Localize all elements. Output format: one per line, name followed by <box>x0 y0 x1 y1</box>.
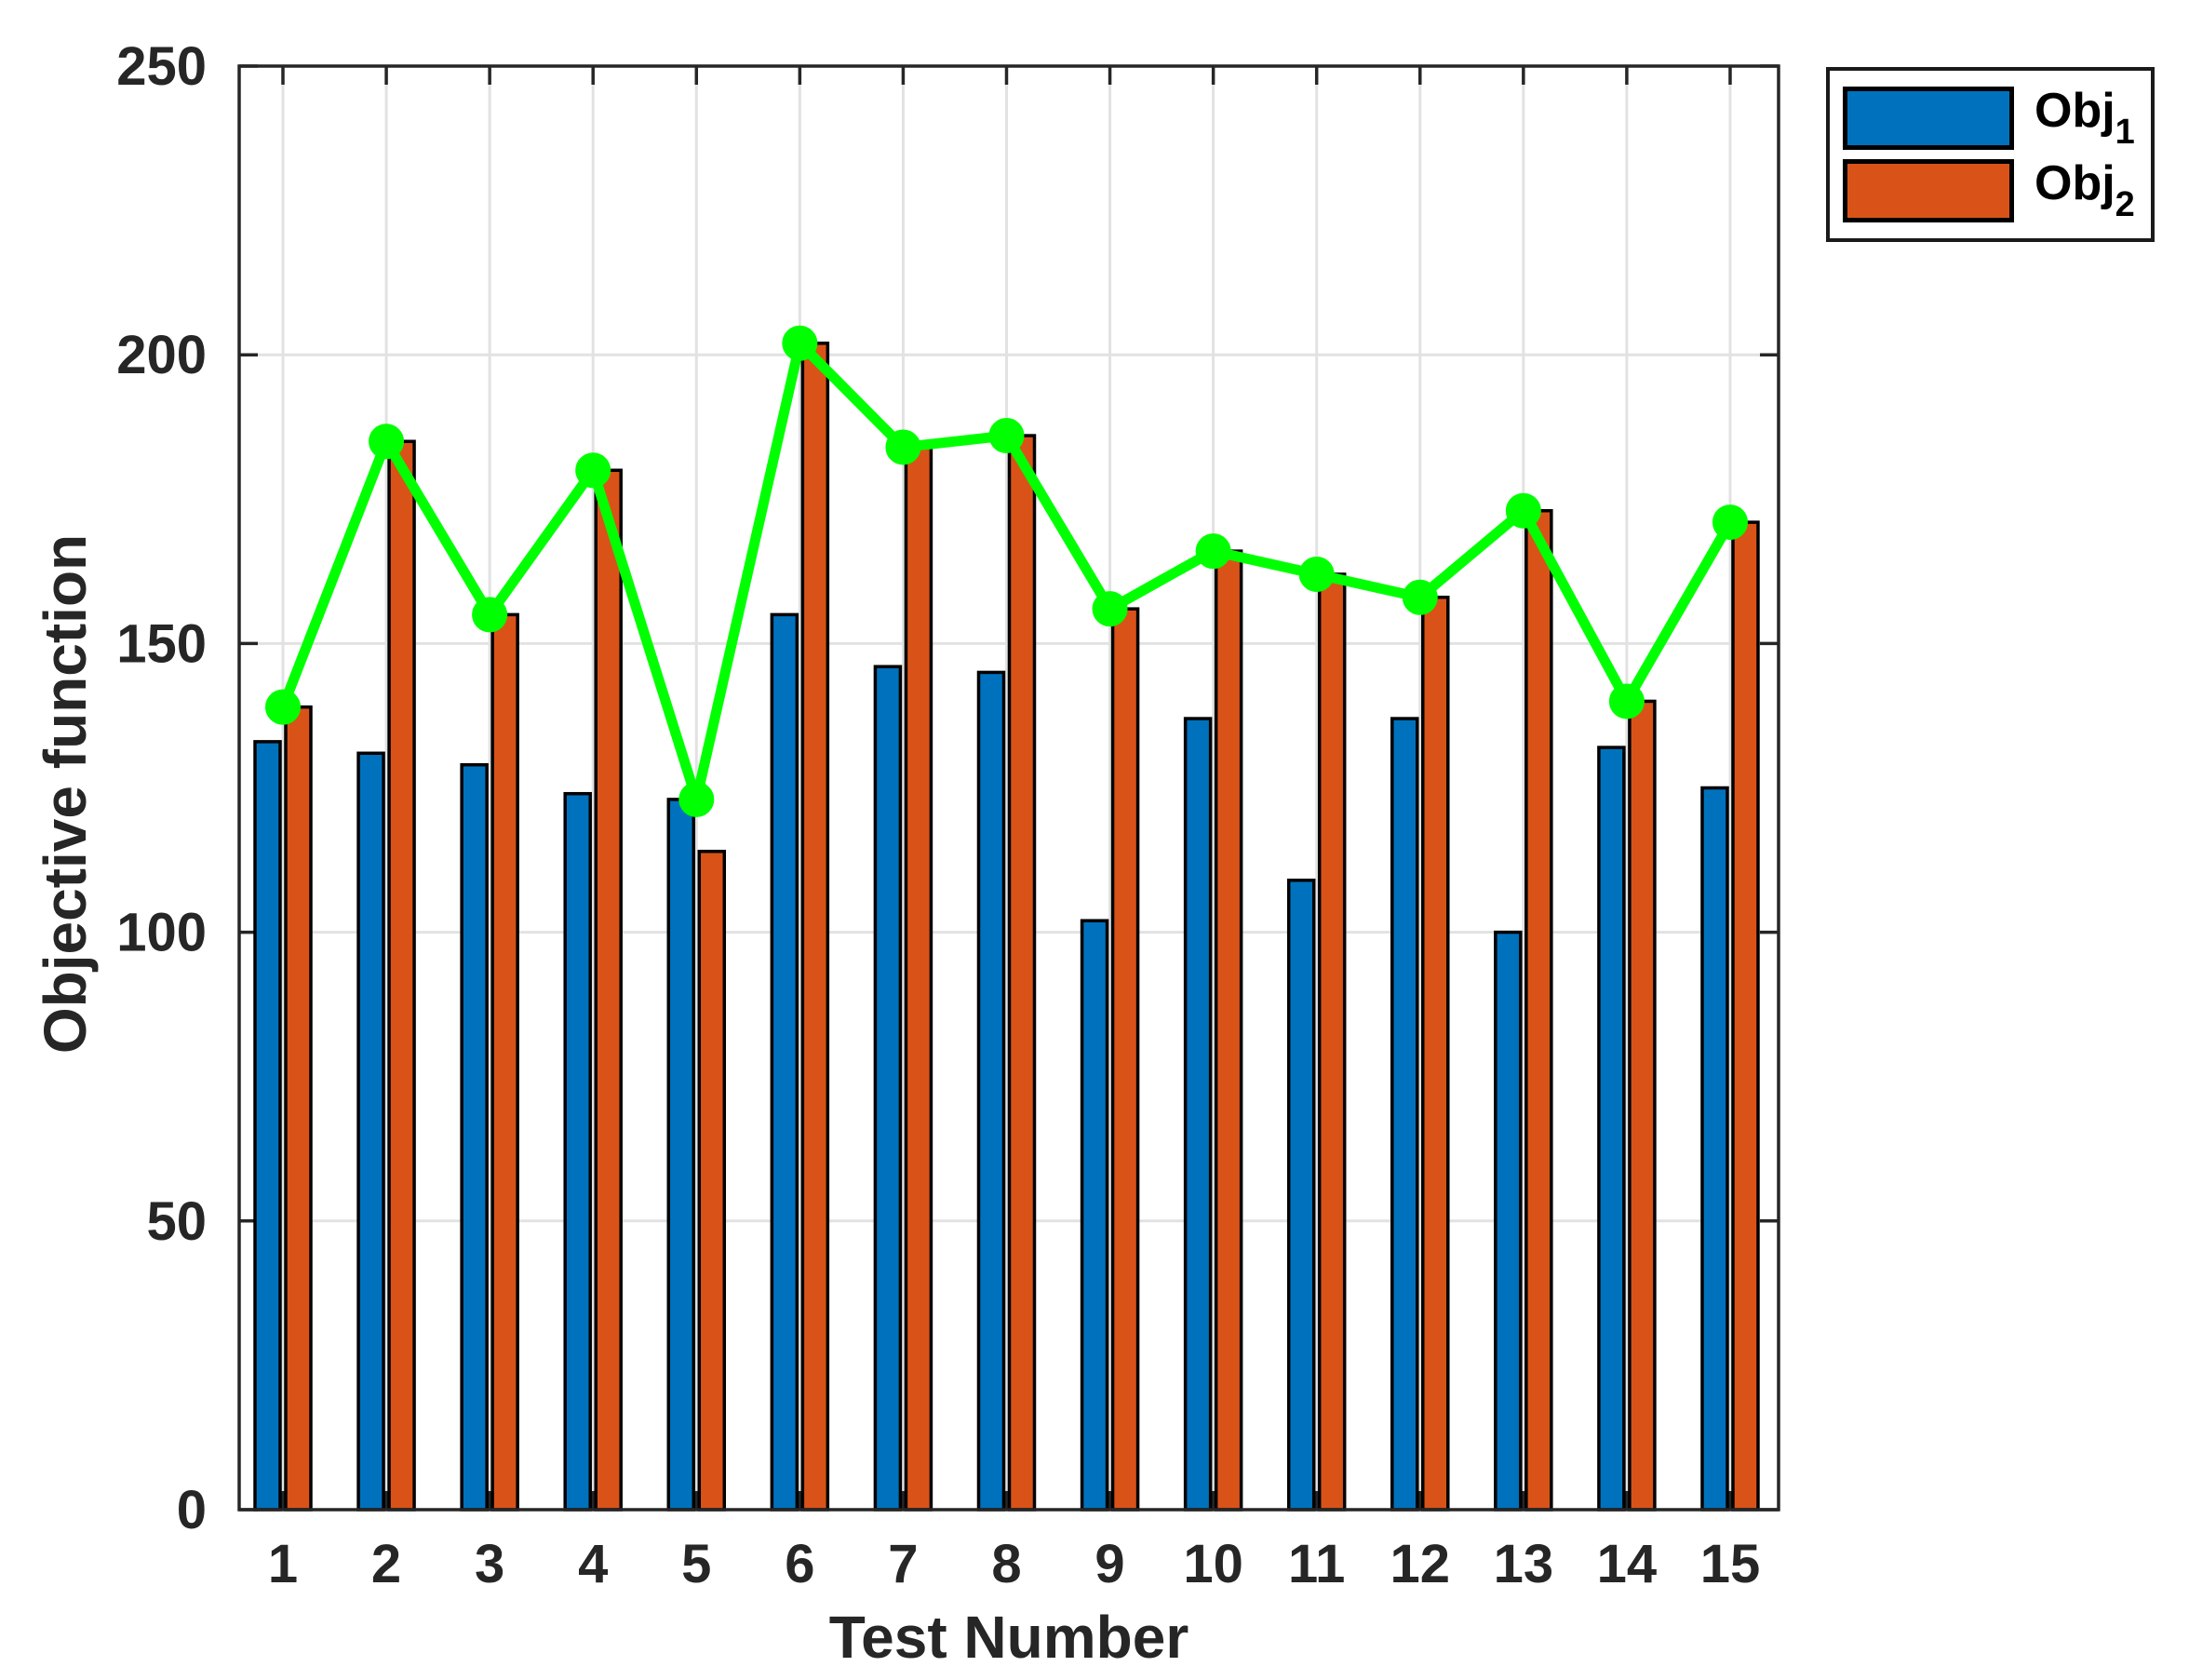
bar-obj_2-test-10 <box>1214 549 1243 1512</box>
line-marker-test-4 <box>575 452 611 489</box>
bar-obj_2-test-13 <box>1524 508 1553 1512</box>
line-marker-test-5 <box>678 781 715 817</box>
bar-obj_2-test-14 <box>1628 699 1657 1512</box>
y-axis-title: Objective function <box>32 533 99 1055</box>
x-tick-label: 6 <box>785 1534 814 1594</box>
y-tick-label: 50 <box>146 1191 207 1252</box>
x-tick-label: 4 <box>578 1534 608 1594</box>
bar-obj_1-test-13 <box>1494 930 1523 1512</box>
y-tick-label: 200 <box>116 325 207 385</box>
bar-obj_2-test-9 <box>1110 607 1140 1512</box>
legend-label-obj_2: Obj2 <box>2035 156 2135 225</box>
axes-box <box>237 64 1780 1512</box>
bar-obj_2-test-11 <box>1317 572 1347 1512</box>
bar-obj_2-test-1 <box>284 705 313 1512</box>
x-tick-label: 7 <box>888 1534 918 1594</box>
bar-obj_2-test-6 <box>800 342 830 1512</box>
bar-obj_1-test-11 <box>1286 879 1316 1512</box>
x-tick-label: 11 <box>1288 1534 1345 1594</box>
bar-obj_2-test-5 <box>697 849 727 1512</box>
x-tick-label: 5 <box>681 1534 711 1594</box>
legend-label-obj_1: Obj1 <box>2035 83 2135 152</box>
bar-obj_1-test-15 <box>1700 786 1729 1512</box>
legend-swatch-obj_1 <box>1843 86 2014 150</box>
line-marker-test-8 <box>988 418 1025 454</box>
x-tick-label: 2 <box>371 1534 401 1594</box>
line-marker-test-1 <box>265 689 301 725</box>
x-tick-label: 1 <box>268 1534 298 1594</box>
x-tick-label: 14 <box>1597 1534 1658 1594</box>
bar-obj_2-test-2 <box>387 439 416 1512</box>
bar-obj_1-test-9 <box>1080 919 1109 1512</box>
bar-obj_1-test-2 <box>356 751 385 1512</box>
bar-obj_2-test-4 <box>594 468 623 1512</box>
x-tick-label: 15 <box>1700 1534 1761 1594</box>
y-tick-label: 100 <box>116 903 207 963</box>
legend-swatch-obj_2 <box>1843 159 2014 223</box>
x-tick-label: 9 <box>1094 1534 1124 1594</box>
bar-obj_1-test-3 <box>460 762 489 1512</box>
bar-obj_2-test-12 <box>1421 596 1450 1512</box>
line-marker-test-11 <box>1298 556 1335 592</box>
y-tick-label: 150 <box>116 613 207 674</box>
y-tick-label: 0 <box>177 1480 207 1540</box>
line-marker-test-6 <box>782 325 818 361</box>
line-marker-test-14 <box>1608 683 1645 719</box>
x-axis-title: Test Number <box>828 1604 1189 1671</box>
line-marker-test-15 <box>1712 504 1748 541</box>
line-marker-test-3 <box>472 597 508 633</box>
x-tick-label: 13 <box>1494 1534 1554 1594</box>
bar-obj_2-test-7 <box>904 445 933 1512</box>
bar-obj_1-test-10 <box>1183 717 1213 1512</box>
line-marker-test-12 <box>1402 579 1438 615</box>
bar-obj_1-test-4 <box>563 791 592 1512</box>
line-marker-test-10 <box>1195 533 1231 570</box>
bar-obj_1-test-7 <box>873 665 903 1512</box>
legend-item-obj_1: Obj1 <box>1843 83 2151 152</box>
bar-obj_1-test-5 <box>666 798 696 1512</box>
x-tick-label: 10 <box>1183 1534 1243 1594</box>
legend: Obj1 Obj2 <box>1826 67 2155 242</box>
bar-obj_1-test-6 <box>770 612 799 1512</box>
line-marker-test-2 <box>369 423 405 460</box>
legend-item-obj_2: Obj2 <box>1843 156 2151 225</box>
x-tick-label: 8 <box>991 1534 1021 1594</box>
bar-obj_2-test-3 <box>490 612 519 1512</box>
bar-obj_1-test-1 <box>253 740 282 1512</box>
x-tick-label: 12 <box>1390 1534 1451 1594</box>
bar-obj_1-test-8 <box>976 670 1006 1512</box>
y-tick-label: 250 <box>116 36 207 97</box>
bar-obj_1-test-12 <box>1390 717 1419 1512</box>
bar-obj_2-test-8 <box>1007 434 1037 1512</box>
line-marker-test-13 <box>1505 492 1541 529</box>
bar-obj_1-test-14 <box>1597 746 1626 1512</box>
line-marker-test-9 <box>1092 591 1128 627</box>
bar-obj_2-test-15 <box>1731 520 1760 1512</box>
line-marker-test-7 <box>885 429 921 465</box>
x-tick-label: 3 <box>475 1534 504 1594</box>
